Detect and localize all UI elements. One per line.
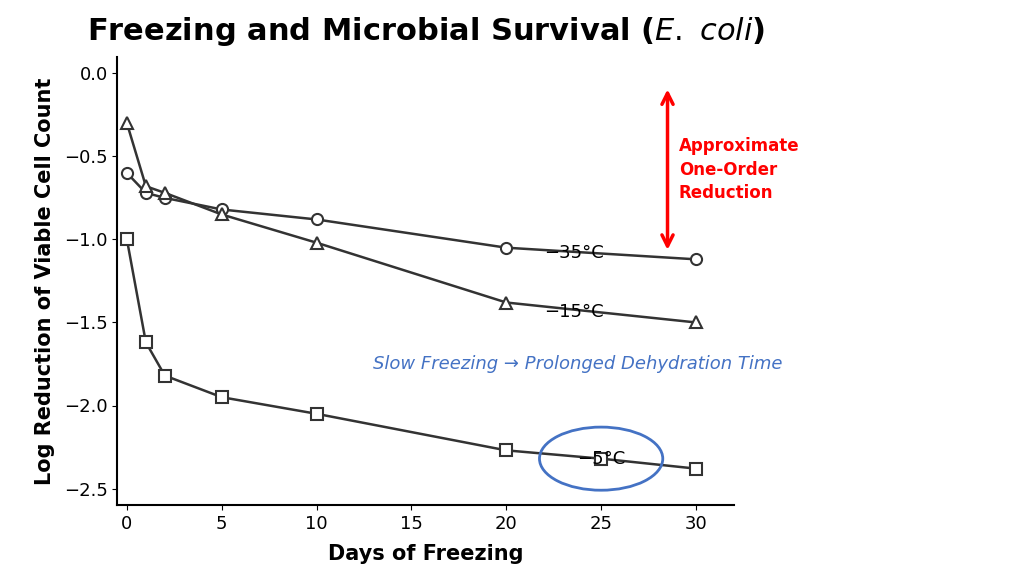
Text: −15°C: −15°C [544,303,604,321]
Y-axis label: Log Reduction of Viable Cell Count: Log Reduction of Viable Cell Count [36,77,55,485]
Text: Approximate
One-Order
Reduction: Approximate One-Order Reduction [679,137,800,202]
X-axis label: Days of Freezing: Days of Freezing [328,544,523,564]
Text: −35°C: −35°C [544,244,604,262]
Text: Slow Freezing → Prolonged Dehydration Time: Slow Freezing → Prolonged Dehydration Ti… [374,355,783,373]
Text: −5°C: −5°C [577,450,626,468]
Title: Freezing and Microbial Survival (⁣$\it{E.\ coli}$): Freezing and Microbial Survival (⁣$\it{E… [86,15,765,48]
